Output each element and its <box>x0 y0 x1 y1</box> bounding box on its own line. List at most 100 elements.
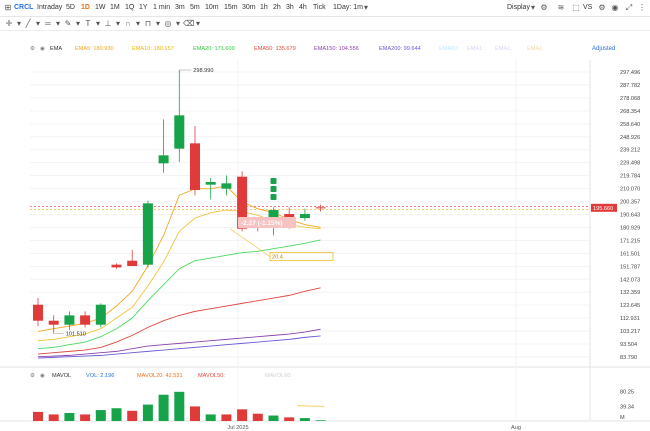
interval-3m[interactable]: 3m <box>175 4 185 11</box>
settings-gear-icon[interactable]: ⚙ <box>30 373 36 379</box>
volume-axis-labels: 80.25 39.34 M <box>620 390 634 421</box>
volume-tick-label: M <box>620 415 625 421</box>
ema50-value: 135.679 <box>275 46 296 52</box>
interval-3h[interactable]: 3h <box>286 4 294 11</box>
price-tick-label: 278.068 <box>620 96 640 102</box>
price-tick-label: 297.496 <box>620 70 640 76</box>
interval-1min[interactable]: 1 min <box>153 4 171 11</box>
interval-1d[interactable]: 1D <box>81 4 90 11</box>
volume-bar <box>142 404 153 421</box>
mavol-label[interactable]: MAVOL <box>52 373 72 379</box>
interval-1m[interactable]: 1M <box>110 4 120 11</box>
interval-30m[interactable]: 30m <box>242 4 256 11</box>
interval-tick[interactable]: Tick <box>313 4 326 11</box>
candle-body <box>33 304 43 321</box>
adjusted-toggle[interactable]: Adjusted <box>592 46 616 52</box>
text-icon[interactable]: T <box>85 19 91 28</box>
chevron-down-icon[interactable]: ▾ <box>530 3 535 12</box>
candle-body <box>142 203 153 265</box>
volume-bar <box>111 408 122 421</box>
settings-gear-icon[interactable]: ⚙ <box>30 46 36 52</box>
symbol-label[interactable]: CRCL <box>14 4 34 11</box>
candle-body <box>315 207 326 209</box>
ema200-label: EMA200: 99.644 <box>379 46 421 52</box>
interval-4h[interactable]: 4h <box>299 4 307 11</box>
ema200-line <box>37 335 321 359</box>
trash-icon[interactable]: ⌫ <box>183 19 195 28</box>
crosshair-icon[interactable]: ✛ <box>5 19 13 28</box>
eye-icon[interactable]: ◎ <box>164 19 172 28</box>
volume-bar <box>221 414 232 421</box>
chevron-down-icon[interactable]: ▾ <box>135 19 140 28</box>
price-tick-label: 268.354 <box>620 109 640 115</box>
brush-icon[interactable]: ✎ <box>64 19 72 28</box>
more-icon[interactable]: ⋮ <box>638 3 646 12</box>
indicator-icon[interactable]: ≋ <box>557 3 565 12</box>
candle-body <box>127 260 138 267</box>
lock-icon[interactable]: ⊓ <box>144 19 152 28</box>
mavol20-value: MAVOL20: 42.531 <box>137 373 183 379</box>
settings-gear-icon[interactable]: ⚙ <box>598 3 606 12</box>
interval-1q[interactable]: 1Q <box>125 4 135 11</box>
interval-10m[interactable]: 10m <box>205 4 219 11</box>
volume-bar <box>64 412 75 421</box>
display-button[interactable]: Display <box>507 4 530 11</box>
eye-icon[interactable]: ◉ <box>40 46 45 52</box>
volume-bar <box>252 413 263 421</box>
chevron-down-icon[interactable]: ▾ <box>16 19 21 28</box>
interval-15m[interactable]: 15m <box>224 4 238 11</box>
ema200-value: 99.644 <box>403 46 421 52</box>
candle-body <box>190 143 200 191</box>
event-marker-icon <box>270 178 277 184</box>
candle-body <box>174 115 185 149</box>
magnet-icon[interactable]: ∩ <box>125 19 131 28</box>
chevron-down-icon[interactable]: ▾ <box>75 19 80 28</box>
event-marker-icon <box>270 186 277 192</box>
candle-body <box>64 315 75 325</box>
trendline-icon[interactable]: ╱ <box>25 19 31 28</box>
volume-bar <box>95 410 106 421</box>
chevron-down-icon[interactable]: ▾ <box>175 19 180 28</box>
interval-intraday[interactable]: Intraday <box>37 4 63 11</box>
price-tick-label: 161.501 <box>620 251 640 257</box>
fullscreen-icon[interactable]: ⤢ <box>625 3 633 12</box>
interval-1y[interactable]: 1Y <box>139 4 148 11</box>
compare-icon[interactable]: ⬚ <box>572 3 580 12</box>
ema-extra-2: EMA1: <box>467 46 484 52</box>
price-tick-label: 200.357 <box>620 200 640 206</box>
projection-line <box>229 228 271 257</box>
volume-bar <box>158 394 169 421</box>
ema-label[interactable]: EMA <box>50 46 63 52</box>
chevron-down-icon[interactable]: ▾ <box>95 19 100 28</box>
interval-5m[interactable]: 5m <box>190 4 200 11</box>
high-label: 298.990 <box>193 68 213 74</box>
chevron-down-icon[interactable]: ▾ <box>35 19 40 28</box>
price-tick-label: 112.931 <box>620 316 640 322</box>
candle-body <box>221 183 232 189</box>
ema20-name: EMA20: <box>193 46 213 52</box>
camera-icon[interactable]: ◉ <box>611 3 619 12</box>
interval-2h[interactable]: 2h <box>273 4 281 11</box>
chevron-down-icon[interactable]: ▾ <box>195 19 200 28</box>
chevron-down-icon[interactable]: ▾ <box>363 3 368 12</box>
candle-body <box>48 320 59 325</box>
time-axis-labels: Jul 2025 Aug <box>227 425 521 431</box>
price-tick-label: 219.784 <box>620 174 640 180</box>
sub-interval-select[interactable]: 1Day: 1m <box>333 4 363 11</box>
chart-menu-icon[interactable]: ⊞ <box>4 3 12 12</box>
chevron-down-icon[interactable]: ▾ <box>55 19 60 28</box>
vs-button[interactable]: VS <box>583 4 593 11</box>
interval-1w[interactable]: 1W <box>95 4 106 11</box>
chevron-down-icon[interactable]: ▾ <box>115 19 120 28</box>
interval-5d[interactable]: 5D <box>66 4 75 11</box>
candle-body <box>95 304 106 325</box>
ema50-name: EMA50: <box>254 46 274 52</box>
settings-gear-icon[interactable]: ⚙ <box>540 3 548 12</box>
chevron-down-icon[interactable]: ▾ <box>155 19 160 28</box>
measure-icon[interactable]: ⊥ <box>104 19 112 28</box>
interval-1h[interactable]: 1h <box>260 4 268 11</box>
eye-icon[interactable]: ◉ <box>40 373 45 379</box>
ema50-label: EMA50: 135.679 <box>254 46 296 52</box>
horizontal-line-icon[interactable]: ═ <box>45 19 51 28</box>
